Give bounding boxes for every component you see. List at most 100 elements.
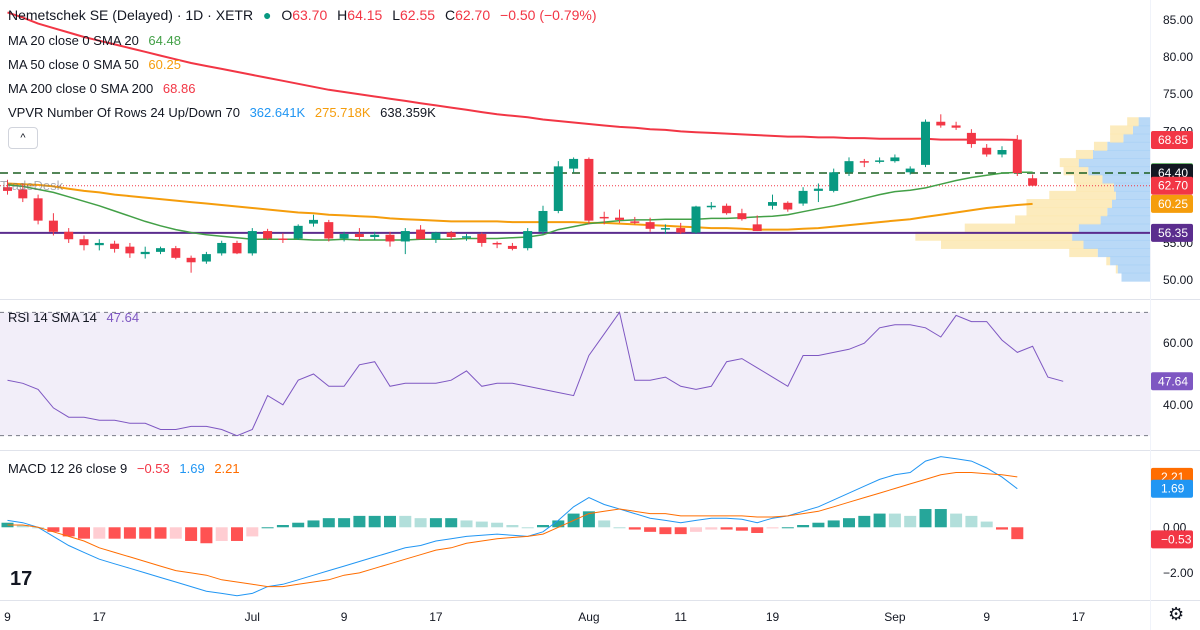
candle-body — [966, 132, 976, 145]
svg-text:62.70: 62.70 — [1158, 179, 1188, 193]
rsi-tick-label: 40.00 — [1163, 398, 1193, 412]
watermark: TradeDesk — [0, 178, 64, 193]
candle-body — [538, 210, 548, 232]
macd-histogram-bar — [384, 515, 396, 528]
vpvr-up-bar — [1115, 190, 1150, 200]
time-tick-label: 17 — [429, 610, 443, 624]
macd-histogram-bar — [705, 527, 718, 530]
macd-tick-label: −2.00 — [1163, 566, 1194, 580]
candle-body — [630, 221, 640, 223]
macd-histogram-bar — [414, 518, 427, 528]
macd-histogram-bar — [399, 515, 412, 528]
candle-body — [615, 217, 624, 220]
tradingview-logo-icon[interactable]: 17 — [10, 568, 33, 590]
candle-body — [247, 231, 257, 254]
macd-histogram-bar — [751, 527, 764, 533]
price-tick-label: 85.00 — [1163, 13, 1193, 27]
candle-body — [599, 216, 609, 219]
gear-icon[interactable]: ⚙ — [1168, 604, 1185, 624]
macd-histogram-bar — [460, 520, 473, 528]
time-tick-label: Sep — [884, 610, 906, 624]
macd-legend[interactable]: MACD 12 26 close 9 −0.53 1.69 2.21 — [8, 461, 240, 476]
time-tick-label: 19 — [766, 610, 780, 624]
vpvr-up-bar — [1132, 125, 1150, 135]
candle-body — [156, 248, 165, 252]
vpvr-down-bar — [1015, 215, 1101, 225]
vpvr-up-bar — [1072, 231, 1150, 241]
macd-histogram-bar — [246, 527, 259, 537]
candle-body — [706, 205, 716, 208]
macd-histogram-bar — [781, 527, 794, 529]
time-tick-label: 9 — [341, 610, 348, 624]
vpvr-down-bar — [1074, 174, 1103, 184]
macd-histogram-bar — [154, 527, 167, 539]
ma50-legend[interactable]: MA 50 close 0 SMA 50 60.25 — [8, 57, 181, 72]
macd-histogram-bar — [904, 515, 917, 528]
candle-body — [859, 161, 869, 163]
candle-body — [997, 150, 1007, 155]
price-badge: 68.85 — [1151, 130, 1193, 149]
price-tick-label: 50.00 — [1163, 273, 1193, 287]
vpvr-down-bar — [1110, 133, 1124, 143]
vpvr-down-bar — [1110, 125, 1133, 135]
candle-body — [507, 245, 517, 249]
candle-body — [813, 188, 823, 191]
macd-histogram-bar — [475, 521, 488, 528]
candle-body — [217, 242, 227, 254]
rsi-tick-label: 60.00 — [1163, 336, 1193, 350]
svg-text:60.25: 60.25 — [1158, 197, 1188, 211]
rsi-legend[interactable]: RSI 14 SMA 14 47.64 — [8, 310, 140, 325]
candle-body — [477, 234, 487, 243]
candle-body — [982, 147, 992, 155]
macd-histogram-bar — [735, 527, 748, 531]
macd-histogram-bar — [123, 527, 136, 539]
vpvr-legend[interactable]: VPVR Number Of Rows 24 Up/Down 70 362.64… — [8, 105, 436, 120]
candle-body — [94, 242, 104, 246]
macd-line — [7, 456, 1018, 597]
candle-body — [278, 238, 288, 240]
candle-body — [416, 229, 426, 240]
ma200-legend[interactable]: MA 200 close 0 SMA 200 68.86 — [8, 81, 196, 96]
time-tick-label: 9 — [983, 610, 990, 624]
macd-histogram-bar — [1011, 527, 1024, 540]
candle-body — [523, 231, 533, 249]
candle-body — [370, 234, 380, 237]
candle-body — [936, 121, 946, 126]
time-tick-label: 17 — [93, 610, 107, 624]
time-tick-label: Aug — [578, 610, 599, 624]
macd-histogram-bar — [858, 515, 871, 528]
macd-histogram-bar — [766, 527, 779, 529]
vpvr-up-bar — [1112, 199, 1150, 209]
vpvr-up-bar — [1088, 166, 1150, 176]
candle-body — [691, 206, 701, 233]
ma200-line — [7, 11, 1018, 141]
candle-body — [1028, 178, 1038, 186]
vpvr-down-bar — [1069, 248, 1098, 258]
macd-histogram-bar — [827, 520, 840, 528]
candle-body — [462, 236, 471, 238]
candle-body — [890, 157, 900, 162]
candle-body — [569, 158, 579, 169]
macd-histogram-bar — [537, 525, 549, 528]
macd-histogram-bar — [797, 525, 810, 528]
candle-body — [324, 222, 334, 239]
macd-histogram-bar — [93, 527, 106, 539]
macd-histogram-bar — [521, 527, 534, 529]
ohlc-open: O63.70 — [281, 7, 328, 23]
ma50-line — [7, 182, 1033, 231]
candle-body — [951, 125, 961, 128]
macd-histogram-bar — [78, 527, 90, 539]
vpvr-up-bar — [1093, 149, 1150, 159]
symbol-title[interactable]: Nemetschek SE (Delayed) · 1D · XETR — [8, 7, 254, 23]
macd-histogram-bar — [62, 527, 75, 537]
macd-histogram-bar — [322, 518, 335, 528]
ma20-legend[interactable]: MA 20 close 0 SMA 20 64.48 — [8, 33, 181, 48]
macd-histogram-bar — [644, 527, 657, 532]
vpvr-down-bar — [1127, 117, 1139, 127]
svg-text:64.40: 64.40 — [1158, 166, 1188, 180]
collapse-legend-button[interactable]: ^ — [8, 127, 38, 149]
vpvr-up-bar — [1107, 207, 1150, 217]
ohlc-change: −0.50 (−0.79%) — [500, 7, 597, 23]
macd-histogram-bar — [292, 522, 305, 528]
